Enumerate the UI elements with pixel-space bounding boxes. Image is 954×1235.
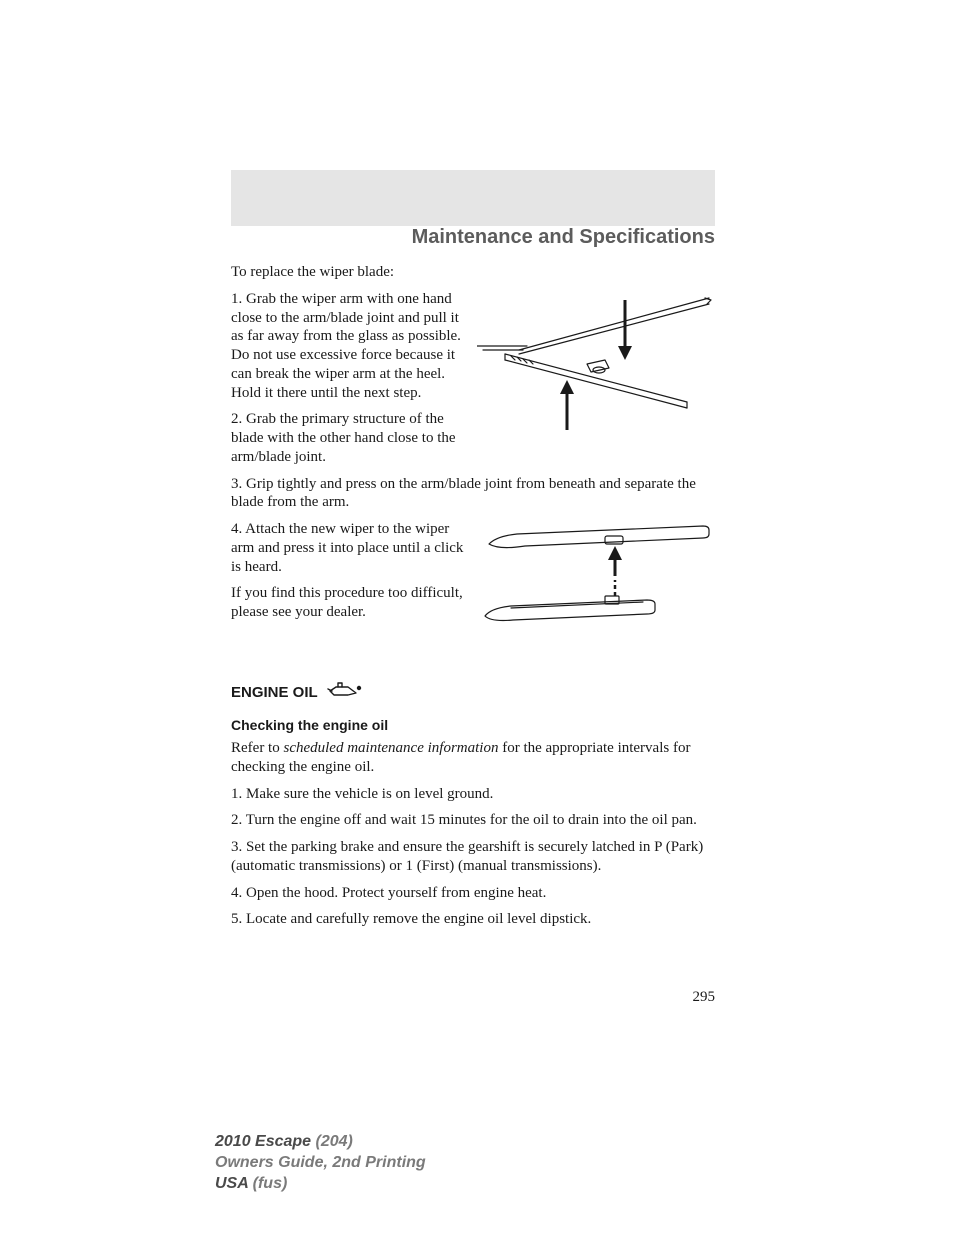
engine-oil-heading: ENGINE OIL <box>231 681 715 703</box>
footer-code: (204) <box>316 1133 353 1150</box>
oil-step1: 1. Make sure the vehicle is on level gro… <box>231 785 715 804</box>
wiper-remove-diagram <box>477 290 715 445</box>
footer-line2: Owners Guide, 2nd Printing <box>215 1153 426 1174</box>
oil-step3: 3. Set the parking brake and ensure the … <box>231 838 715 876</box>
footer-line1: 2010 Escape (204) <box>215 1132 426 1153</box>
wiper-step1: 1. Grab the wiper arm with one hand clos… <box>231 290 477 403</box>
wiper-step2: 2. Grab the primary structure of the bla… <box>231 410 477 466</box>
oil-can-icon <box>326 681 362 703</box>
oil-step4: 4. Open the hood. Protect yourself from … <box>231 884 715 903</box>
page-content: Maintenance and Specifications To replac… <box>231 226 715 1006</box>
footer-region: USA <box>215 1175 253 1192</box>
footer: 2010 Escape (204) Owners Guide, 2nd Prin… <box>215 1132 426 1194</box>
oil-step2: 2. Turn the engine off and wait 15 minut… <box>231 811 715 830</box>
engine-oil-heading-text: ENGINE OIL <box>231 684 318 701</box>
oil-step5: 5. Locate and carefully remove the engin… <box>231 910 715 929</box>
footer-line3: USA (fus) <box>215 1174 426 1195</box>
wiper-note: If you find this procedure too difficult… <box>231 584 477 622</box>
checking-oil-subheading: Checking the engine oil <box>231 717 715 733</box>
oil-intro-prefix: Refer to <box>231 740 283 756</box>
footer-region-code: (fus) <box>253 1175 288 1192</box>
header-gray-band <box>231 170 715 226</box>
footer-model: 2010 Escape <box>215 1133 316 1150</box>
page-number: 295 <box>231 989 715 1006</box>
wiper-step3: 3. Grip tightly and press on the arm/bla… <box>231 475 715 513</box>
section-title: Maintenance and Specifications <box>231 226 715 263</box>
oil-intro: Refer to scheduled maintenance informati… <box>231 739 715 777</box>
wiper-step4: 4. Attach the new wiper to the wiper arm… <box>231 520 477 576</box>
page-container: Maintenance and Specifications To replac… <box>231 170 715 1006</box>
wiper-attach-diagram <box>477 520 715 633</box>
wiper-intro: To replace the wiper blade: <box>231 263 715 282</box>
oil-intro-italic: scheduled maintenance information <box>283 740 498 756</box>
